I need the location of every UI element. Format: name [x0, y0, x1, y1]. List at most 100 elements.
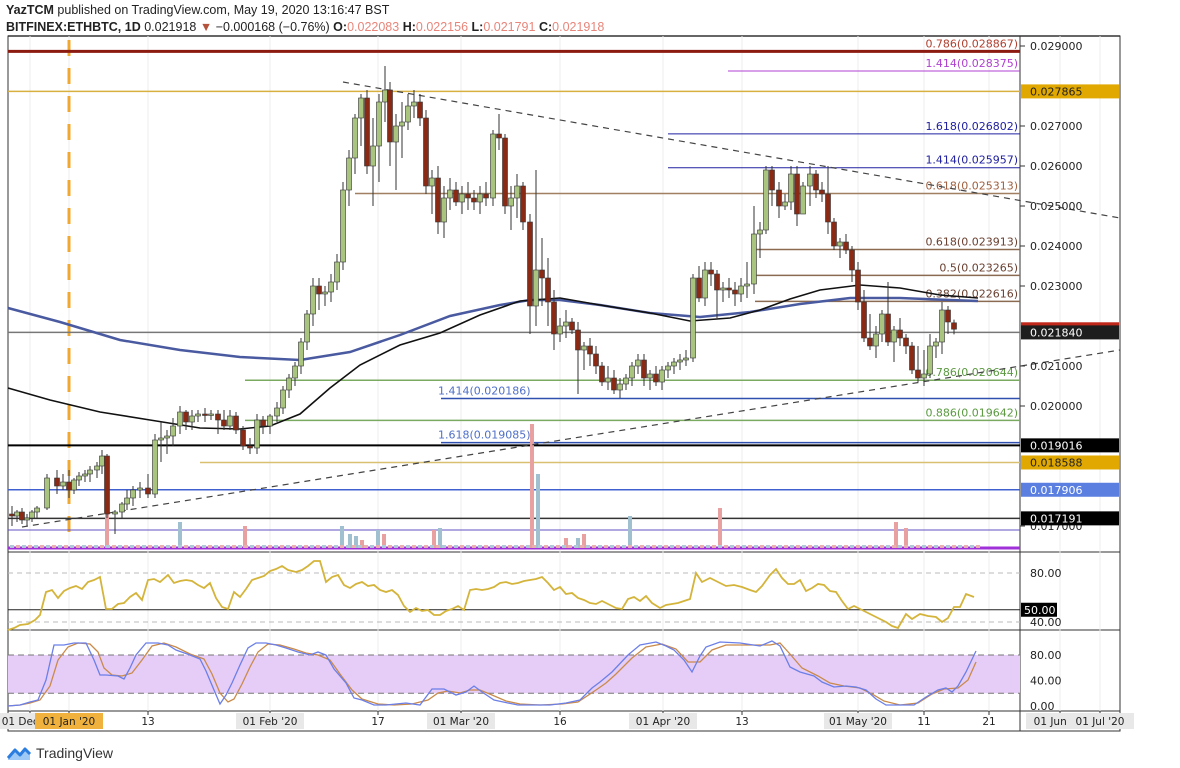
candle[interactable] — [527, 221, 533, 307]
candle[interactable] — [417, 101, 423, 119]
candle[interactable] — [82, 473, 88, 477]
candle[interactable] — [195, 413, 201, 417]
candle[interactable] — [502, 137, 508, 207]
candle[interactable] — [387, 89, 393, 143]
candle[interactable] — [788, 173, 794, 203]
candle[interactable] — [34, 507, 40, 513]
candle[interactable] — [340, 189, 346, 263]
candle[interactable] — [653, 373, 659, 383]
candle[interactable] — [819, 189, 825, 195]
candle[interactable] — [800, 185, 806, 215]
candle[interactable] — [393, 125, 399, 143]
moving-average-ma-100[interactable] — [7, 284, 979, 430]
candle[interactable] — [909, 345, 915, 371]
candle[interactable] — [29, 511, 35, 519]
tradingview-logo[interactable]: TradingView — [6, 744, 113, 762]
candle[interactable] — [471, 197, 477, 203]
candle[interactable] — [763, 169, 769, 231]
candle[interactable] — [483, 193, 489, 199]
candle[interactable] — [183, 411, 189, 423]
candle[interactable] — [744, 283, 750, 287]
candle[interactable] — [247, 445, 253, 449]
candle[interactable] — [635, 359, 641, 367]
candle[interactable] — [316, 285, 322, 295]
candle[interactable] — [177, 411, 183, 427]
candle[interactable] — [641, 359, 647, 379]
candle[interactable] — [921, 373, 927, 379]
candle[interactable] — [260, 419, 266, 427]
candle[interactable] — [539, 269, 545, 279]
candle[interactable] — [24, 517, 30, 521]
candle[interactable] — [364, 97, 370, 167]
candle[interactable] — [292, 365, 298, 379]
candle[interactable] — [683, 357, 689, 361]
candle[interactable] — [441, 197, 447, 223]
candle[interactable] — [164, 435, 170, 439]
candle[interactable] — [837, 241, 843, 247]
candle[interactable] — [587, 345, 593, 355]
candle[interactable] — [520, 185, 526, 223]
candle[interactable] — [304, 313, 310, 343]
candle[interactable] — [145, 487, 151, 495]
candle[interactable] — [581, 345, 587, 351]
candle[interactable] — [124, 497, 130, 505]
candle[interactable] — [94, 465, 100, 471]
candle[interactable] — [545, 277, 551, 303]
candle[interactable] — [897, 329, 903, 339]
candle[interactable] — [376, 101, 382, 147]
candle[interactable] — [267, 415, 273, 427]
candle[interactable] — [617, 383, 623, 391]
candle[interactable] — [843, 241, 849, 251]
rsi-line[interactable] — [7, 560, 975, 631]
candle[interactable] — [623, 377, 629, 385]
candle[interactable] — [903, 337, 909, 347]
candle[interactable] — [189, 415, 195, 423]
candle[interactable] — [714, 273, 720, 291]
candle[interactable] — [104, 455, 110, 515]
candle[interactable] — [569, 321, 575, 331]
candle[interactable] — [939, 309, 945, 343]
candle[interactable] — [873, 333, 879, 347]
candle[interactable] — [951, 322, 957, 330]
candle[interactable] — [76, 475, 82, 481]
candle[interactable] — [334, 261, 340, 283]
candle[interactable] — [346, 157, 352, 191]
candle[interactable] — [593, 353, 599, 367]
candle[interactable] — [208, 413, 214, 416]
candle[interactable] — [557, 325, 563, 335]
candle[interactable] — [99, 455, 105, 467]
candle[interactable] — [112, 511, 118, 515]
candle[interactable] — [477, 193, 483, 203]
candle[interactable] — [490, 133, 496, 199]
candle[interactable] — [66, 481, 72, 491]
candle[interactable] — [137, 487, 143, 491]
candle[interactable] — [867, 337, 873, 347]
candle[interactable] — [659, 369, 665, 383]
candle[interactable] — [702, 269, 708, 299]
candle[interactable] — [563, 321, 569, 327]
candle[interactable] — [87, 469, 93, 475]
candle[interactable] — [690, 277, 696, 359]
candle[interactable] — [352, 117, 358, 159]
candle[interactable] — [370, 145, 376, 167]
candle[interactable] — [227, 415, 233, 427]
candle[interactable] — [233, 415, 239, 431]
candle[interactable] — [769, 169, 775, 191]
candle[interactable] — [358, 97, 364, 119]
candle[interactable] — [551, 301, 557, 335]
candle[interactable] — [849, 249, 855, 271]
candle[interactable] — [328, 281, 334, 293]
candle[interactable] — [738, 285, 744, 295]
candle[interactable] — [221, 419, 227, 427]
candle[interactable] — [708, 269, 714, 275]
candle[interactable] — [807, 173, 813, 187]
candle[interactable] — [298, 341, 304, 367]
candle[interactable] — [405, 105, 411, 123]
candle[interactable] — [776, 189, 782, 207]
candle[interactable] — [44, 477, 50, 509]
candle[interactable] — [423, 117, 429, 187]
stoch-k-line[interactable] — [7, 640, 977, 707]
candle[interactable] — [855, 269, 861, 303]
candle[interactable] — [933, 341, 939, 347]
candle[interactable] — [927, 345, 933, 375]
